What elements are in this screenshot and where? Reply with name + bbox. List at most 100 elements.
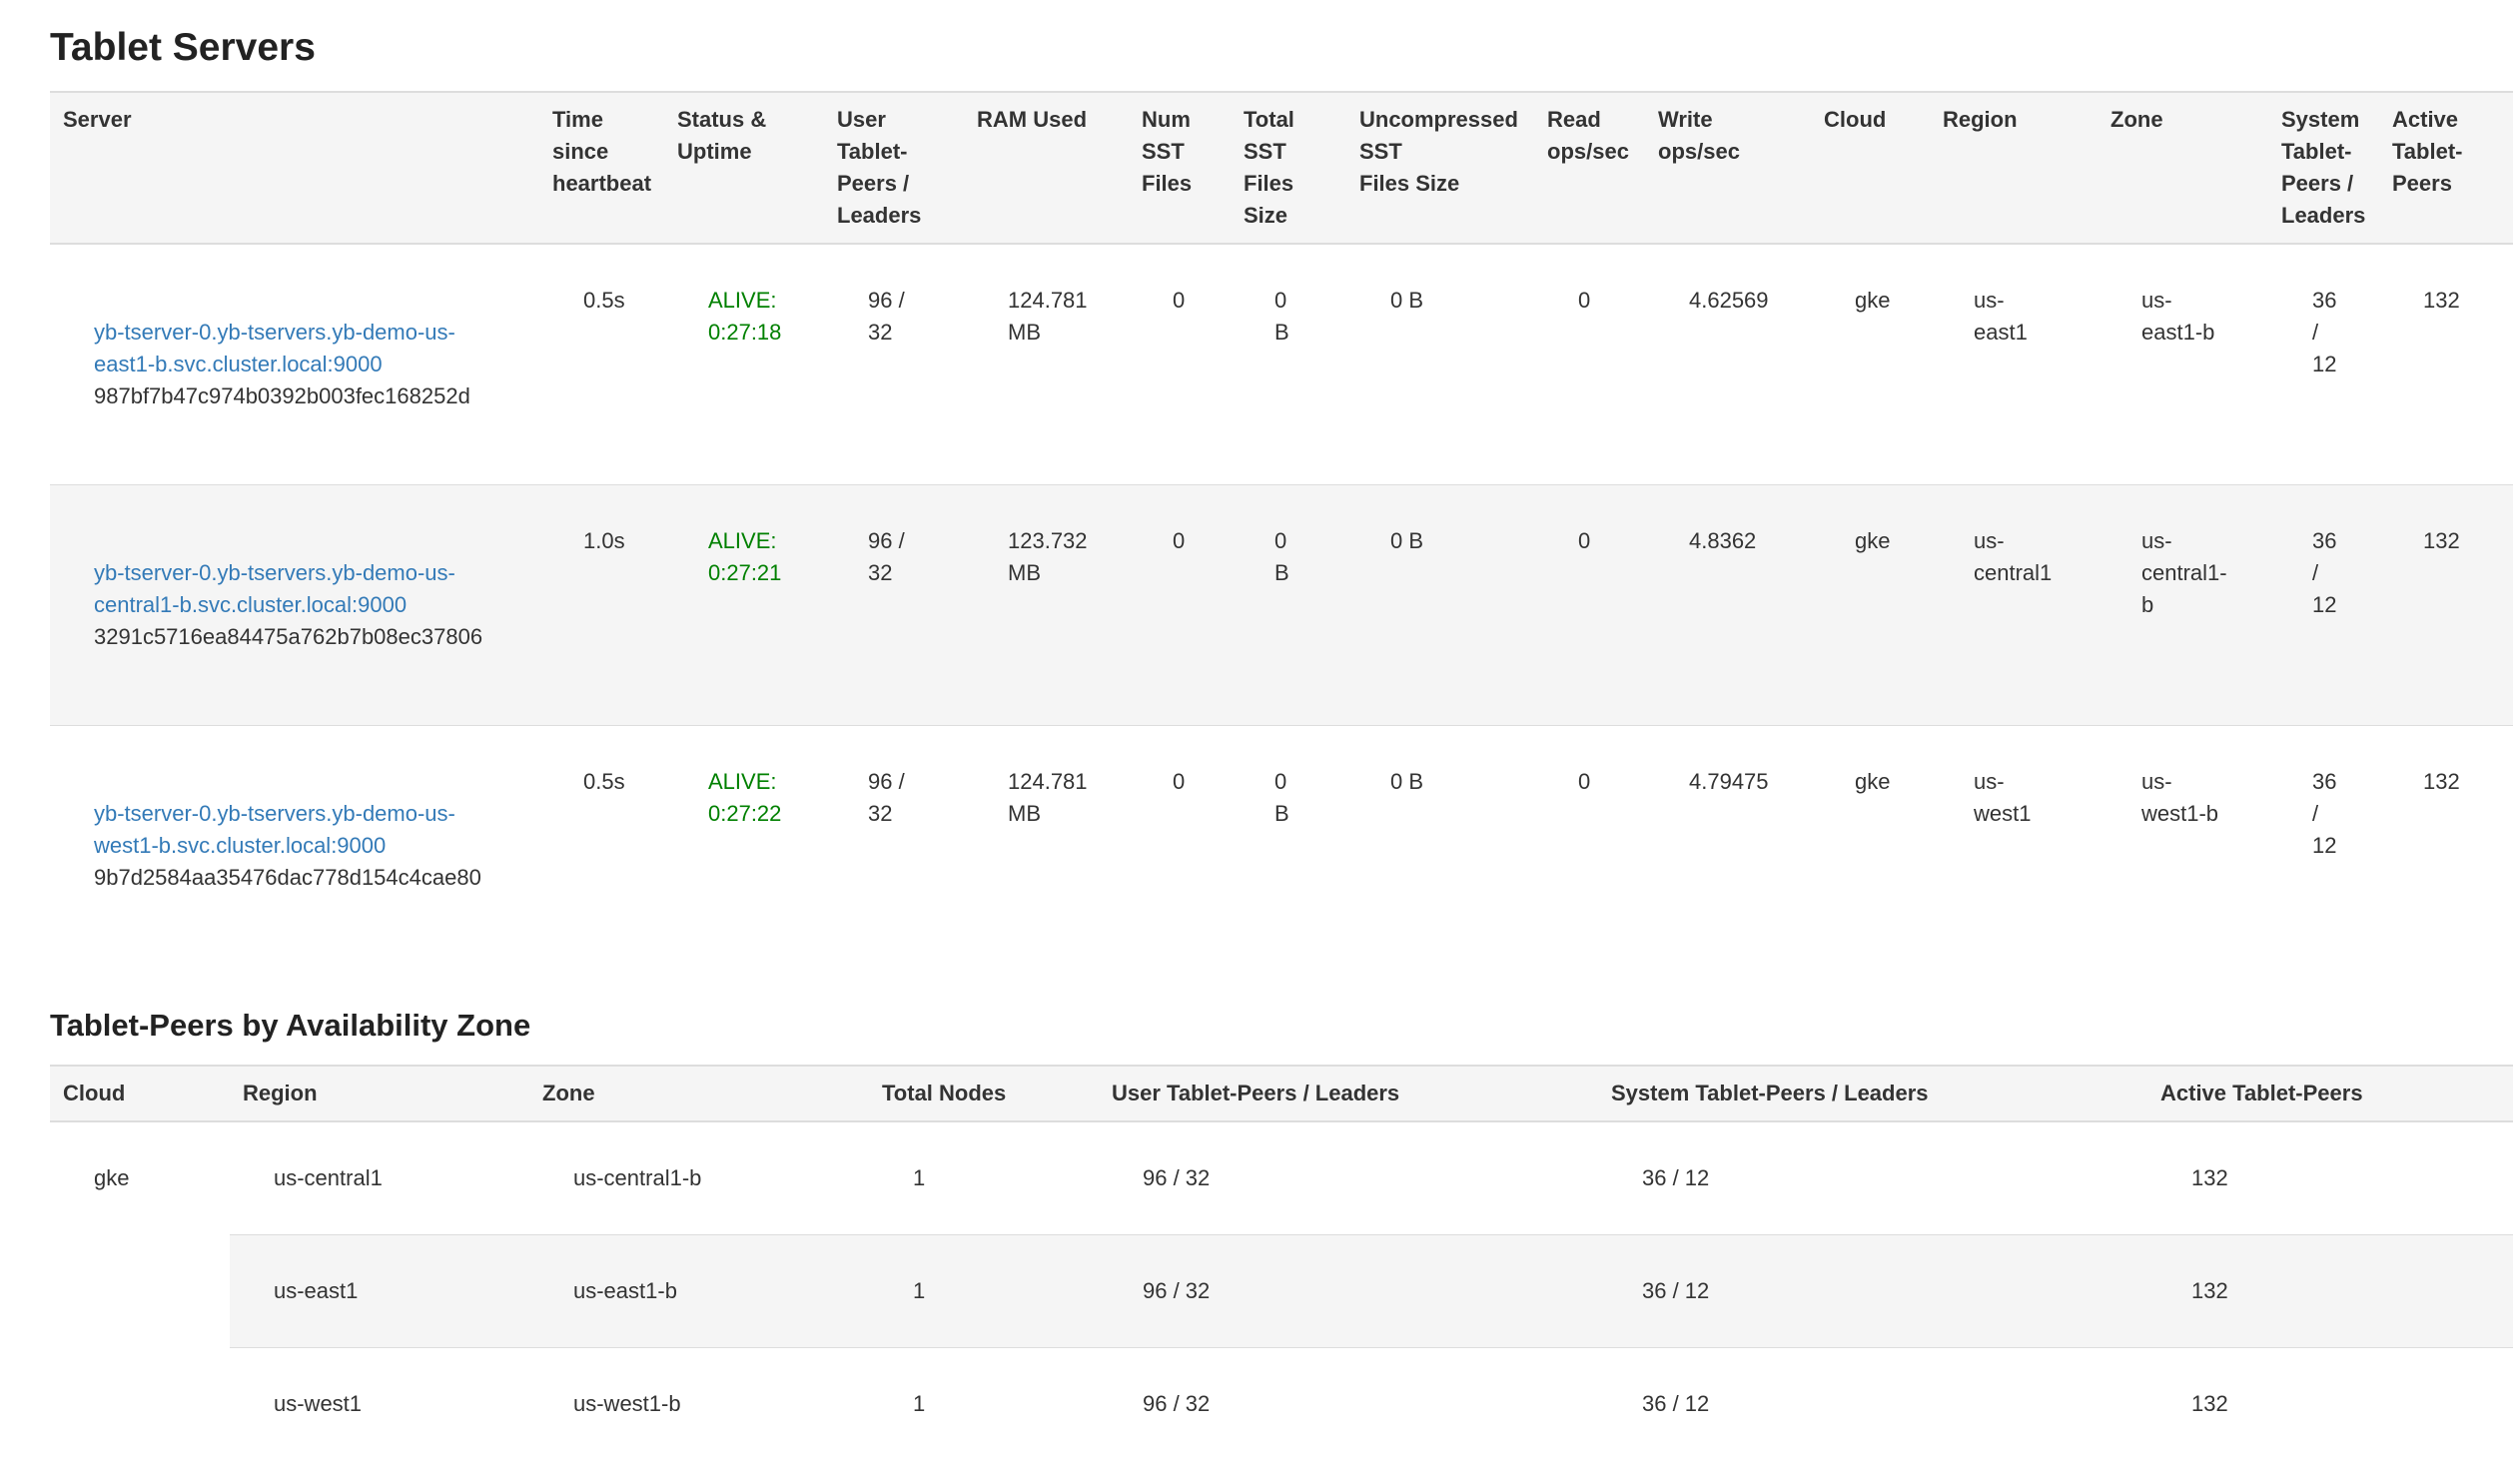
heartbeat-cell: 0.5s (539, 724, 664, 966)
server-cell: yb-tserver-0.yb-tservers.yb-demo-us- cen… (50, 483, 539, 726)
column-header-user-tablet-peers: User Tablet-Peers / Leaders (1099, 1066, 1598, 1123)
active-tablet-peers-cell: 132 (2147, 1347, 2513, 1460)
zone-row: us-east1 us-east1-b 1 96 / 32 36 / 12 13… (50, 1234, 2513, 1348)
total-sst-size-cell: 0 B (1274, 287, 1289, 345)
ram-used-cell: 123.732 MB (964, 483, 1129, 726)
tserver-row: yb-tserver-0.yb-tservers.yb-demo-us- cen… (50, 483, 2513, 726)
column-header-status-uptime: Status & Uptime (664, 91, 824, 245)
column-header-active-tablet-peers: Active Tablet-Peers (2147, 1066, 2513, 1123)
column-header-read-ops: Read ops/sec (1534, 91, 1645, 245)
num-sst-files-cell: 0 (1173, 287, 1186, 313)
heartbeat-cell: 0.5s (583, 287, 625, 313)
region-cell: us- west1 (1930, 724, 2098, 966)
region-cell: us-central1 (274, 1165, 383, 1191)
user-tablet-peers-cell: 96 / 32 (1099, 1234, 1598, 1348)
cloud-cell: gke (1811, 724, 1930, 966)
region-cell: us-east1 (230, 1234, 529, 1348)
server-link[interactable]: yb-tserver-0.yb-tservers.yb-demo-us- cen… (94, 559, 455, 617)
zone-cell: us- west1-b (2098, 724, 2268, 966)
zone-cell: us- east1-b (2141, 287, 2215, 345)
system-tablet-peers-cell: 36 / 12 (2312, 287, 2337, 376)
server-link[interactable]: yb-tserver-0.yb-tservers.yb-demo-us- wes… (94, 800, 455, 858)
total-nodes-cell: 1 (869, 1234, 1099, 1348)
total-sst-size-cell: 0 B (1231, 483, 1346, 726)
column-header-ram-used: RAM Used (964, 91, 1129, 245)
system-tablet-peers-cell: 36 / 12 (2268, 724, 2379, 966)
ram-used-cell: 124.781 MB (964, 724, 1129, 966)
system-tablet-peers-cell: 36 / 12 (1598, 1347, 2147, 1460)
column-header-uncompressed-sst-size: Uncompressed SST Files Size (1346, 91, 1534, 245)
user-tablet-peers-cell: 96 / 32 (1143, 1165, 1211, 1191)
column-header-zone: Zone (529, 1066, 869, 1123)
read-ops-cell: 0 (1534, 483, 1645, 726)
active-tablet-peers-cell: 132 (2423, 287, 2460, 313)
write-ops-cell: 4.8362 (1645, 483, 1811, 726)
column-header-heartbeat: Time since heartbeat (539, 91, 664, 245)
user-tablet-peers-cell: 96 / 32 (1099, 1347, 1598, 1460)
total-nodes-cell: 1 (869, 1347, 1099, 1460)
write-ops-cell: 4.62569 (1689, 287, 1769, 313)
column-header-region: Region (230, 1066, 529, 1123)
heartbeat-cell: 1.0s (539, 483, 664, 726)
status-uptime-cell: ALIVE: 0:27:21 (664, 483, 824, 726)
section-title-tablet-peers-by-az: Tablet-Peers by Availability Zone (50, 1007, 531, 1043)
user-tablet-peers-cell: 96 / 32 (868, 287, 905, 345)
column-header-active-tablet-peers: Active Tablet- Peers (2379, 91, 2513, 245)
read-ops-cell: 0 (1578, 287, 1591, 313)
region-cell: us-west1 (230, 1347, 529, 1460)
zone-cell: us- central1- b (2098, 483, 2268, 726)
column-header-num-sst-files: Num SST Files (1129, 91, 1231, 245)
num-sst-files-cell: 0 (1129, 483, 1231, 726)
zone-table-header-row: Cloud Region Zone Total Nodes User Table… (50, 1066, 2513, 1123)
user-tablet-peers-cell: 96 / 32 (824, 483, 964, 726)
zone-row: gke us-central1 us-central1-b 1 96 / 32 … (50, 1121, 2513, 1235)
column-header-system-tablet-peers: System Tablet- Peers / Leaders (2268, 91, 2379, 245)
tserver-row: yb-tserver-0.yb-tservers.yb-demo-us- wes… (50, 724, 2513, 966)
status-uptime-cell: ALIVE: 0:27:22 (664, 724, 824, 966)
cloud-cell: gke (94, 1165, 130, 1191)
uncompressed-sst-size-cell: 0 B (1346, 724, 1534, 966)
uncompressed-sst-size-cell: 0 B (1346, 483, 1534, 726)
column-header-write-ops: Write ops/sec (1645, 91, 1811, 245)
column-header-total-nodes: Total Nodes (869, 1066, 1099, 1123)
system-tablet-peers-cell: 36 / 12 (1598, 1234, 2147, 1348)
server-cell: yb-tserver-0.yb-tservers.yb-demo-us- wes… (50, 724, 539, 966)
server-uuid: 9b7d2584aa35476dac778d154c4cae80 (94, 864, 481, 890)
user-tablet-peers-cell: 96 / 32 (824, 724, 964, 966)
server-uuid: 3291c5716ea84475a762b7b08ec37806 (94, 623, 483, 649)
system-tablet-peers-cell: 36 / 12 (2268, 483, 2379, 726)
tablet-servers-table: Server Time since heartbeat Status & Upt… (50, 90, 2513, 966)
write-ops-cell: 4.79475 (1645, 724, 1811, 966)
page-title: Tablet Servers (50, 26, 316, 69)
region-cell: us- central1 (1930, 483, 2098, 726)
read-ops-cell: 0 (1534, 724, 1645, 966)
page: Tablet Servers Server Time since heartbe… (0, 26, 2520, 1460)
zone-row: us-west1 us-west1-b 1 96 / 32 36 / 12 13… (50, 1347, 2513, 1460)
active-tablet-peers-cell: 132 (2379, 483, 2513, 726)
active-tablet-peers-cell: 132 (2191, 1165, 2228, 1191)
column-header-cloud: Cloud (1811, 91, 1930, 245)
total-sst-size-cell: 0 B (1231, 724, 1346, 966)
tablet-peers-by-zone-table: Cloud Region Zone Total Nodes User Table… (50, 1065, 2513, 1460)
tserver-row: yb-tserver-0.yb-tservers.yb-demo-us- eas… (50, 244, 2513, 485)
uncompressed-sst-size-cell: 0 B (1390, 287, 1424, 313)
tablet-servers-header-row: Server Time since heartbeat Status & Upt… (50, 91, 2513, 245)
server-cell: yb-tserver-0.yb-tservers.yb-demo-us- eas… (50, 244, 539, 485)
column-header-system-tablet-peers: System Tablet-Peers / Leaders (1598, 1066, 2147, 1123)
ram-used-cell: 124.781 MB (1008, 287, 1088, 345)
column-header-zone: Zone (2098, 91, 2268, 245)
zone-cell: us-east1-b (529, 1234, 869, 1348)
active-tablet-peers-cell: 132 (2147, 1234, 2513, 1348)
status-uptime-cell: ALIVE: 0:27:18 (708, 287, 782, 345)
column-header-total-sst-size: Total SST Files Size (1231, 91, 1346, 245)
zone-cell: us-central1-b (573, 1165, 702, 1191)
column-header-region: Region (1930, 91, 2098, 245)
column-header-cloud: Cloud (50, 1066, 230, 1123)
total-nodes-cell: 1 (913, 1165, 926, 1191)
active-tablet-peers-cell: 132 (2379, 724, 2513, 966)
column-header-server: Server (50, 91, 539, 245)
num-sst-files-cell: 0 (1129, 724, 1231, 966)
system-tablet-peers-cell: 36 / 12 (1642, 1165, 1710, 1191)
server-link[interactable]: yb-tserver-0.yb-tservers.yb-demo-us- eas… (94, 319, 455, 376)
region-cell: us- east1 (1974, 287, 2028, 345)
